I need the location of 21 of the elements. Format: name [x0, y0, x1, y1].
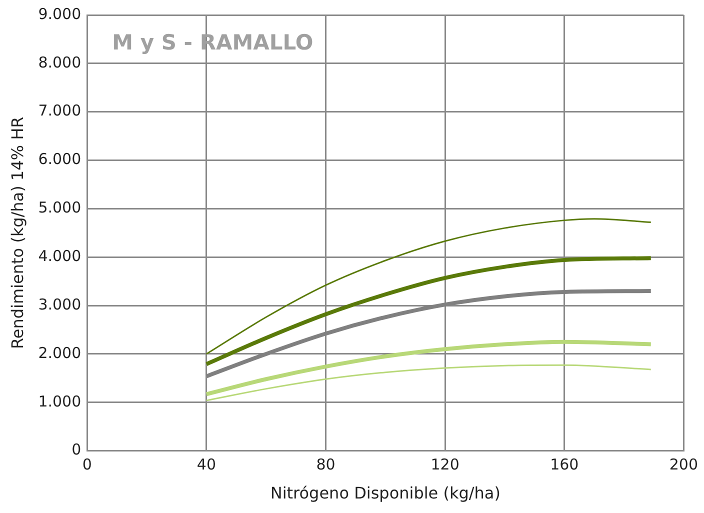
y-tick-label: 2.000 [38, 344, 82, 362]
y-tick-label: 6.000 [38, 150, 82, 168]
y-tick-label: 0 [72, 440, 82, 459]
x-tick-label: 80 [316, 456, 336, 474]
y-tick-label: 3.000 [38, 295, 82, 314]
y-tick-label: 5.000 [38, 198, 82, 217]
y-tick-label: 1.000 [38, 392, 82, 410]
x-tick-label: 160 [550, 456, 579, 474]
x-tick-label: 40 [196, 456, 216, 474]
x-axis-title: Nitrógeno Disponible (kg/ha) [270, 484, 500, 503]
y-tick-label: 4.000 [38, 247, 82, 265]
line-series [204, 256, 653, 366]
line-series [204, 340, 653, 396]
x-tick-label: 200 [669, 456, 698, 474]
y-tick-label: 8.000 [38, 53, 82, 72]
y-axis-title: Rendimiento (kg/ha) 14% HR [8, 116, 27, 350]
x-tick-label: 120 [430, 456, 460, 474]
line-series [206, 364, 652, 402]
y-tick-label: 9.000 [38, 4, 82, 23]
y-tick-label: 7.000 [38, 102, 82, 120]
line-series [206, 218, 652, 355]
